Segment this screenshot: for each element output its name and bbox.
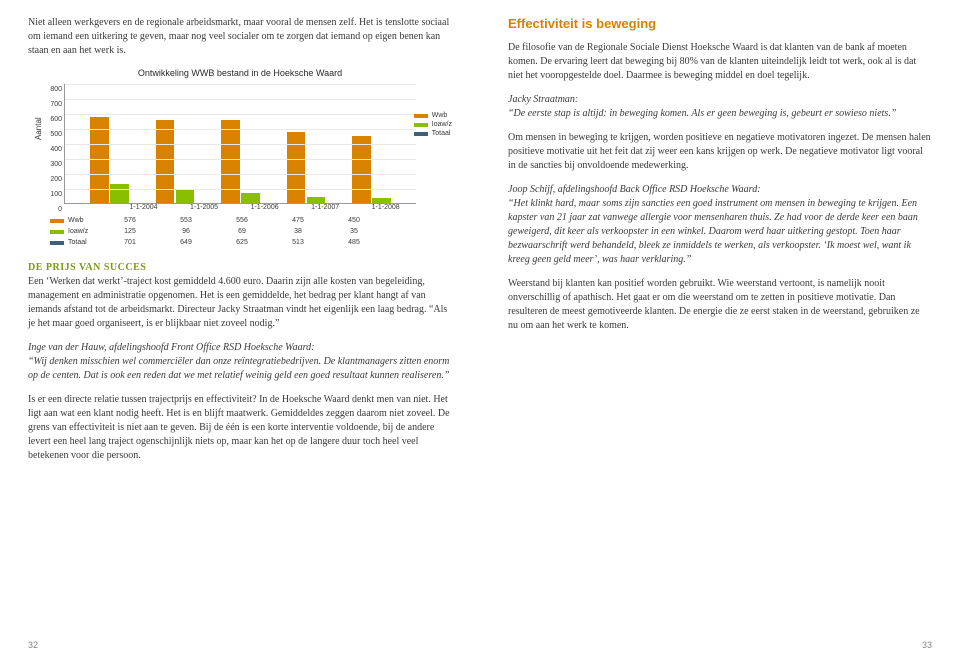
x-tick-label: 1-1-2006 (234, 204, 295, 211)
table-cell: 69 (214, 228, 270, 235)
quote-body: “Wij denken misschien wel commerciëler d… (28, 356, 449, 381)
chart-plot-area (64, 84, 416, 204)
chart-data-table: Wwb576553556475450Ioaw/z12596693835Totaa… (50, 215, 416, 248)
y-tick-label: 300 (48, 161, 62, 168)
legend-item: Totaal (414, 130, 452, 137)
body-paragraph: Een ‘Werken dat werkt’-traject kost gemi… (28, 275, 452, 331)
y-tick-label: 800 (48, 86, 62, 93)
y-tick-label: 700 (48, 101, 62, 108)
table-cell: 96 (158, 228, 214, 235)
bar-wwb (221, 120, 240, 203)
table-cell: 513 (270, 239, 326, 246)
legend-swatch (414, 114, 428, 118)
table-cell: 475 (270, 217, 326, 224)
legend-label: Wwb (432, 112, 448, 119)
table-cell: 485 (326, 239, 382, 246)
y-axis-label: Aantal (34, 117, 43, 140)
body-paragraph: Weerstand bij klanten kan positief worde… (508, 277, 932, 333)
bar-ioaw (372, 198, 391, 203)
chart-title: Ontwikkeling WWB bestand in de Hoeksche … (28, 68, 452, 78)
table-cell: 125 (102, 228, 158, 235)
table-cell: 38 (270, 228, 326, 235)
section-heading: Effectiviteit is beweging (508, 16, 932, 31)
quote-body: “De eerste stap is altijd: in beweging k… (508, 108, 896, 119)
quote-attribution: Jacky Straatman: (508, 94, 578, 105)
legend-swatch (414, 132, 428, 136)
x-tick-label: 1-1-2005 (174, 204, 235, 211)
legend-label: Ioaw/z (432, 121, 452, 128)
table-cell: 450 (326, 217, 382, 224)
legend-item: Wwb (414, 112, 452, 119)
table-swatch (50, 230, 64, 234)
x-tick-label: 1-1-2004 (113, 204, 174, 211)
page-number: 32 (28, 640, 38, 650)
y-tick-label: 200 (48, 176, 62, 183)
bar-wwb (352, 136, 371, 204)
table-series-label: Ioaw/z (68, 228, 102, 235)
x-ticks: 1-1-20041-1-20051-1-20061-1-20071-1-2008 (64, 204, 416, 211)
table-series-label: Totaal (68, 239, 102, 246)
quote-block: Inge van der Hauw, afdelingshoofd Front … (28, 341, 452, 383)
table-swatch (50, 219, 64, 223)
table-cell: 553 (158, 217, 214, 224)
page-spread: Niet alleen werkgevers en de regionale a… (0, 0, 960, 658)
bar-wwb (287, 132, 306, 203)
table-cell: 576 (102, 217, 158, 224)
table-cell: 556 (214, 217, 270, 224)
bar-ioaw (110, 184, 129, 203)
x-tick-label: 1-1-2008 (355, 204, 416, 211)
chart-legend: Wwb Ioaw/z Totaal (414, 112, 452, 139)
bar-wwb (156, 120, 175, 203)
table-cell: 35 (326, 228, 382, 235)
legend-label: Totaal (432, 130, 451, 137)
legend-swatch (414, 123, 428, 127)
body-paragraph: Om mensen in beweging te krijgen, worden… (508, 131, 932, 173)
right-column: Effectiviteit is beweging De filosofie v… (480, 0, 960, 658)
x-tick-label: 1-1-2007 (295, 204, 356, 211)
table-cell: 625 (214, 239, 270, 246)
table-swatch (50, 241, 64, 245)
quote-block: Jacky Straatman: “De eerste stap is alti… (508, 93, 932, 121)
chart-container: Ontwikkeling WWB bestand in de Hoeksche … (28, 68, 452, 248)
y-tick-label: 600 (48, 116, 62, 123)
legend-item: Ioaw/z (414, 121, 452, 128)
left-column: Niet alleen werkgevers en de regionale a… (0, 0, 480, 658)
intro-paragraph: Niet alleen werkgevers en de regionale a… (28, 16, 452, 58)
section-heading: DE PRIJS VAN SUCCES (28, 262, 452, 273)
y-tick-label: 100 (48, 191, 62, 198)
quote-attribution: Inge van der Hauw, afdelingshoofd Front … (28, 342, 314, 353)
quote-block: Joop Schijf, afdelingshoofd Back Office … (508, 183, 932, 267)
y-tick-label: 400 (48, 146, 62, 153)
page-number: 33 (922, 640, 932, 650)
quote-body: “Het klinkt hard, maar soms zijn sanctie… (508, 198, 918, 265)
body-paragraph: De filosofie van de Regionale Sociale Di… (508, 41, 932, 83)
y-tick-label: 500 (48, 131, 62, 138)
body-paragraph: Is er een directe relatie tussen traject… (28, 393, 452, 463)
table-cell: 701 (102, 239, 158, 246)
table-row: Ioaw/z12596693835 (50, 226, 416, 237)
bar-ioaw (176, 189, 195, 203)
table-row: Totaal701649625513485 (50, 237, 416, 248)
bar-ioaw (241, 193, 260, 203)
bar-ioaw (307, 197, 326, 203)
quote-attribution: Joop Schijf, afdelingshoofd Back Office … (508, 184, 761, 195)
y-tick-label: 0 (48, 206, 62, 213)
table-series-label: Wwb (68, 217, 102, 224)
table-row: Wwb576553556475450 (50, 215, 416, 226)
table-cell: 649 (158, 239, 214, 246)
